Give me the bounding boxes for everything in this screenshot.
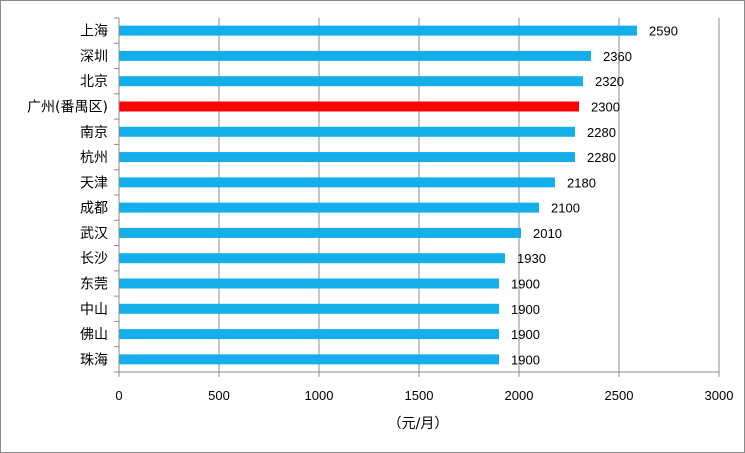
category-label-5: 杭州 <box>80 150 108 166</box>
data-label-0: 2590 <box>649 24 678 39</box>
data-label-13: 1900 <box>511 352 540 367</box>
bar-8 <box>119 227 521 238</box>
data-label-9: 1930 <box>517 251 546 266</box>
bar-12 <box>119 329 499 340</box>
x-tick-label-500: 500 <box>208 388 230 403</box>
category-label-11: 中山 <box>80 302 108 318</box>
category-label-4: 南京 <box>80 125 108 141</box>
data-label-1: 2360 <box>603 49 632 64</box>
bar-layer: 2590 2360 2320 2300 2280 2280 2180 2100 2010 1930… <box>119 24 678 367</box>
bar-9 <box>119 253 505 264</box>
bar-4 <box>119 126 575 137</box>
category-label-6: 天津 <box>80 175 108 191</box>
category-label-7: 成都 <box>80 201 108 217</box>
category-label-2: 北京 <box>80 74 108 90</box>
data-label-8: 2010 <box>533 226 562 241</box>
data-label-5: 2280 <box>587 150 616 165</box>
category-label-1: 深圳 <box>80 49 108 65</box>
data-label-7: 2100 <box>551 201 580 216</box>
bar-11 <box>119 303 499 314</box>
bar-13 <box>119 354 499 365</box>
x-axis-title: （元/月） <box>388 416 449 432</box>
data-label-6: 2180 <box>567 175 596 190</box>
x-tick-label-2000: 2000 <box>505 388 534 403</box>
bar-5 <box>119 152 575 163</box>
x-tick-label-2500: 2500 <box>605 388 634 403</box>
data-label-2: 2320 <box>595 74 624 89</box>
bar-10 <box>119 278 499 289</box>
bar-7 <box>119 202 539 213</box>
bar-6 <box>119 177 555 188</box>
x-tick-label-3000: 3000 <box>705 388 734 403</box>
category-label-8: 武汉 <box>80 226 108 242</box>
x-tick-label-1000: 1000 <box>305 388 334 403</box>
x-tick-label-1500: 1500 <box>405 388 434 403</box>
data-label-4: 2280 <box>587 125 616 140</box>
grid-layer <box>218 18 720 372</box>
category-label-0: 上海 <box>80 24 108 40</box>
category-label-13: 珠海 <box>80 352 108 368</box>
x-tick-label-0: 0 <box>115 388 122 403</box>
bar-1 <box>119 50 591 61</box>
bar-2 <box>119 76 583 87</box>
category-label-3: 广州(番禺区) <box>27 100 108 116</box>
data-label-11: 1900 <box>511 302 540 317</box>
data-label-10: 1900 <box>511 277 540 292</box>
category-label-12: 佛山 <box>80 327 108 343</box>
bar-0 <box>119 25 637 36</box>
bar-3 <box>119 101 579 112</box>
category-label-9: 长沙 <box>80 251 108 267</box>
data-label-12: 1900 <box>511 327 540 342</box>
data-label-3: 2300 <box>591 100 620 115</box>
category-label-10: 东莞 <box>80 277 108 293</box>
